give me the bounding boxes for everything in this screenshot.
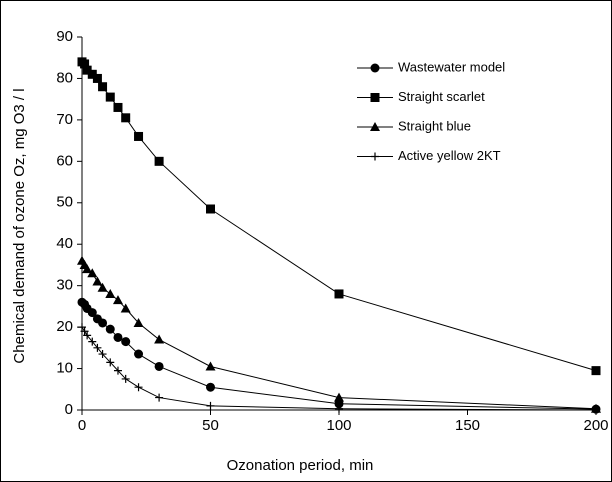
- x-tick-label: 50: [202, 417, 219, 434]
- legend-label: Straight scarlet: [398, 89, 485, 104]
- marker: [334, 392, 344, 402]
- x-tick-label: 0: [78, 417, 86, 434]
- marker: [592, 406, 600, 414]
- marker: [98, 350, 107, 359]
- legend-label: Active yellow 2KT: [398, 148, 501, 163]
- marker: [105, 92, 115, 102]
- marker: [82, 65, 92, 75]
- marker: [206, 401, 215, 410]
- marker: [88, 337, 97, 346]
- marker: [205, 361, 216, 371]
- y-tick-label: 80: [56, 69, 73, 86]
- marker: [134, 383, 143, 392]
- y-tick-label: 20: [56, 318, 73, 335]
- marker: [154, 156, 164, 166]
- marker: [98, 82, 108, 92]
- legend-marker: [370, 63, 380, 73]
- marker: [80, 327, 89, 336]
- y-axis-label: Chemical demand of ozone Oz, mg O3 / l: [11, 88, 28, 363]
- marker: [98, 318, 108, 328]
- marker: [113, 366, 122, 375]
- marker: [134, 131, 144, 141]
- marker: [133, 317, 144, 327]
- marker: [121, 374, 130, 383]
- marker: [80, 59, 90, 69]
- marker: [106, 358, 115, 367]
- marker: [335, 404, 343, 413]
- y-tick-label: 60: [56, 152, 73, 169]
- marker: [93, 343, 102, 352]
- marker: [78, 323, 86, 332]
- marker: [113, 332, 123, 342]
- marker: [87, 268, 98, 278]
- y-tick-label: 70: [56, 111, 73, 128]
- x-tick-label: 100: [326, 417, 351, 434]
- marker: [155, 393, 164, 402]
- marker: [105, 324, 115, 334]
- marker: [591, 366, 601, 376]
- y-tick-label: 30: [56, 277, 73, 294]
- marker: [134, 349, 144, 359]
- marker: [334, 289, 344, 299]
- marker: [154, 361, 164, 371]
- marker: [82, 264, 93, 274]
- x-axis-label: Ozonation period, min: [227, 457, 374, 474]
- marker: [87, 69, 97, 79]
- legend-marker: [370, 93, 380, 102]
- y-tick-label: 50: [56, 194, 73, 211]
- marker: [87, 308, 97, 318]
- marker: [206, 204, 215, 214]
- marker: [83, 331, 92, 340]
- series-line: [81, 326, 597, 411]
- y-tick-label: 90: [56, 28, 73, 45]
- marker: [112, 295, 123, 305]
- legend-label: Wastewater model: [398, 59, 505, 74]
- marker: [121, 113, 131, 123]
- y-tick-label: 10: [56, 360, 73, 377]
- x-tick-label: 200: [583, 417, 608, 434]
- marker: [120, 303, 131, 313]
- marker: [105, 288, 116, 298]
- marker: [92, 73, 102, 83]
- marker: [121, 337, 131, 347]
- marker: [154, 334, 165, 344]
- y-tick-label: 0: [65, 401, 73, 418]
- legend-label: Straight blue: [398, 118, 471, 133]
- x-tick-label: 150: [455, 417, 480, 434]
- y-tick-label: 40: [56, 235, 73, 252]
- marker: [206, 382, 215, 392]
- marker: [113, 102, 123, 112]
- marker: [97, 282, 108, 292]
- legend-marker: [370, 122, 380, 131]
- marker: [92, 276, 103, 286]
- legend-marker: [371, 152, 379, 161]
